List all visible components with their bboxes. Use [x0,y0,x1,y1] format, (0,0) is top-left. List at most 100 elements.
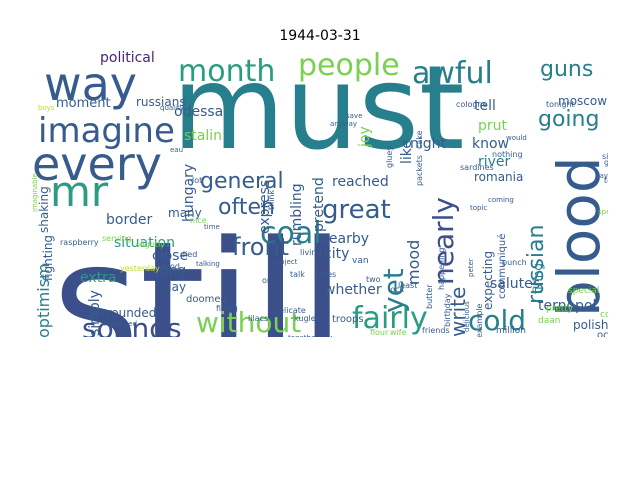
cloud-word-pretty: pretty [546,304,574,314]
cloud-word-must: must [172,49,465,176]
cloud-word-time: time [204,223,220,231]
cloud-word-imaginable: imaginable [32,173,39,213]
cloud-word-van: van [352,256,369,266]
cloud-word-delicate: delicate [274,306,306,315]
cloud-word-close: close [152,248,189,264]
cloud-word-topic: topic [470,204,488,212]
cloud-word-slightly: slightly [136,240,165,249]
cloud-word-extra: extra [80,270,117,286]
cloud-word-think: think [267,189,276,210]
cloud-word-long: long [156,263,187,279]
cloud-word-special: special [568,286,600,296]
cloud-word-whether: whether [324,282,382,298]
word-cloud: still must way every blood imagine mr month peop… [32,49,608,337]
cloud-word-lilacs: lilacs [248,314,269,323]
cloud-word-salutes: salutes [490,276,541,292]
cloud-word-butter: butter [425,284,434,309]
cloud-word-mood: mood [404,239,423,285]
cloud-word-odessa: odessa [174,104,224,120]
cloud-word-example: example [475,303,484,337]
cloud-word-subject: subject [272,258,298,266]
cloud-word-lock: lock [388,285,405,294]
cloud-word-least: least [398,281,418,290]
cloud-word-save: save [346,112,363,120]
cloud-word-coffee: coffee [600,310,608,320]
cloud-word-daan: daan [538,316,561,326]
cloud-word-million: million [496,326,526,336]
cloud-word-talk: talk [290,270,305,279]
cloud-word-together: together [288,335,318,338]
cloud-word-month: month [178,54,276,89]
cloud-word-still: still [52,205,346,337]
cloud-word-german: german [604,158,608,167]
cloud-word-kugler: kugler [294,314,319,323]
cloud-word-city: city [324,246,350,262]
cloud-word-expecting: expecting [481,250,495,310]
cloud-word-nothing: nothing [492,150,523,159]
cloud-word-reached: reached [332,174,389,190]
cloud-word-moment: moment [56,96,111,111]
cloud-word-night: night [410,136,447,152]
cloud-word-wife: wife [390,328,407,337]
cloud-word-guns: guns [540,57,594,82]
cloud-word-troops: troops [332,314,364,325]
cloud-word-two: two [366,275,381,284]
cloud-word-way: way [44,57,138,111]
cloud-word-tobacco: tobacco [604,176,608,185]
cloud-word-anyway: anyway [330,120,358,128]
cloud-word-nearby: nearby [320,231,369,247]
cloud-word-boys: boys [38,104,55,112]
cloud-word-ternopol: ternopol [538,298,597,314]
cloud-word-cake: cake [415,130,424,149]
cloud-word-died: died [180,250,198,259]
cloud-word-without: without [196,306,302,337]
cloud-word-polish: polish [573,318,608,332]
cloud-word-fighting: fighting [41,234,55,281]
cloud-word-delicious: delicious [463,301,471,333]
cloud-word-often: often [218,195,275,220]
cloud-word-tonight: tonight [546,100,575,109]
cloud-word-tell: tell [474,98,496,114]
cloud-word-hates: hates [314,270,337,279]
cloud-word-know: know [472,136,509,152]
cloud-word-front: front [232,233,290,261]
cloud-word-mr: mr [50,167,109,216]
cloud-word-raspberry: raspberry [60,238,99,247]
cloud-word-political: political [100,50,155,66]
cloud-word-occupied: occupied [597,330,608,338]
cloud-word-people: people [298,49,400,83]
cloud-word-coming: coming [488,196,514,204]
cloud-word-punch: punch [502,258,527,267]
cloud-word-every: every [32,137,162,191]
page-title: 1944-03-31 [279,28,361,44]
cloud-word-quality: quality [160,104,184,112]
cloud-word-good: good [160,262,180,271]
cloud-word-border: border [106,212,153,228]
cloud-word-cold: cold [468,304,527,337]
cloud-word-stalin: stalin [184,128,223,144]
cloud-word-moscow: moscow [558,94,608,108]
cloud-word-romania: romania [474,170,524,184]
cloud-word-general: general [200,169,284,194]
cloud-word-speed: speed [598,208,608,216]
cloud-word-yesterday: yesterday [120,264,160,273]
cloud-word-fairly: fairly [352,301,428,336]
cloud-word-doomed: doomed [186,294,227,305]
cloud-word-joy: joy [357,126,373,148]
cloud-word-situation: situation [114,235,175,251]
cloud-word-russians: russians [136,95,186,109]
cloud-word-peter: peter [467,258,475,277]
cloud-word-lot: lot [192,176,203,185]
cloud-word-day: day [164,280,187,294]
cloud-word-happening: happening [437,247,446,290]
cloud-word-living: living [300,248,322,257]
cloud-word-say: say [596,172,608,180]
cloud-word-nice: nice [190,216,207,225]
cloud-word-one: one [262,276,277,285]
cloud-word-since: since [602,152,608,161]
cloud-word-surrounded: surrounded [88,306,157,320]
cloud-word-awful: awful [412,56,493,91]
cloud-word-managed: managed [104,320,138,328]
cloud-word-flour: flour [370,328,389,337]
cloud-word-coal: coal [260,216,322,251]
